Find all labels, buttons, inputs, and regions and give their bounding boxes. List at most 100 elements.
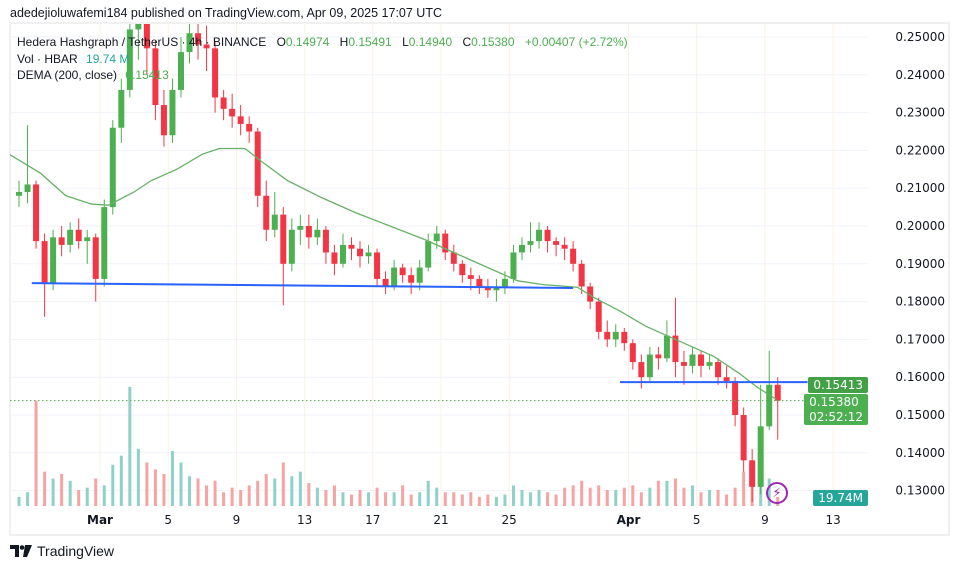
footer: TradingView — [10, 543, 114, 559]
candle-body — [527, 241, 534, 245]
volume-bar — [520, 489, 524, 506]
symbol-title[interactable]: Hedera Hashgraph / TetherUS · 4h · BINAN… — [17, 35, 267, 49]
volume-bar — [188, 476, 192, 506]
volume-bar — [213, 480, 217, 506]
volume-bar — [77, 489, 81, 506]
candle-body — [382, 278, 389, 287]
volume-bar — [435, 487, 439, 506]
volume-bar — [256, 480, 260, 506]
volume-bar — [51, 478, 55, 506]
candle-body — [680, 362, 687, 366]
time-tick-label: Mar — [87, 513, 113, 527]
volume-bar — [367, 492, 371, 506]
volume-bar — [426, 480, 430, 506]
candle-body — [433, 233, 440, 242]
candle-body — [715, 362, 722, 378]
volume-bar — [665, 480, 669, 506]
low-value: 0.14940 — [408, 35, 453, 49]
candle-body — [646, 354, 653, 378]
last-price-tag: 0.15380 02:52:12 — [804, 394, 868, 425]
volume-bar — [656, 480, 660, 506]
volume-bar — [673, 478, 677, 506]
time-axis[interactable]: Mar 5 9 13 17 21 25 Apr 5 9 13 — [87, 513, 841, 527]
candle-body — [663, 335, 670, 359]
volume-bar — [588, 487, 592, 506]
price-tick-label: 0.23000 — [895, 106, 945, 120]
volume-bar — [716, 489, 720, 506]
candle-body — [442, 233, 449, 253]
price-tick-label: 0.15000 — [895, 408, 945, 422]
volume-bar — [247, 485, 251, 506]
volume-label[interactable]: Vol · HBAR — [17, 51, 78, 66]
support-line — [31, 282, 574, 289]
volume-bar — [128, 386, 132, 506]
time-tick-label: 9 — [233, 513, 241, 527]
volume-bar — [349, 494, 353, 506]
candle-body — [774, 384, 781, 401]
volume-bar — [460, 494, 464, 506]
volume-bar — [196, 478, 200, 506]
volume-bar — [222, 492, 226, 506]
candle-body — [348, 244, 355, 249]
dema-label[interactable]: DEMA (200, close) — [17, 68, 118, 82]
open-value: 0.14974 — [285, 35, 330, 49]
volume-bar — [324, 489, 328, 506]
volume-bar — [307, 483, 311, 506]
candle-body — [84, 237, 91, 242]
candle-body — [484, 286, 491, 291]
volume-bar — [375, 487, 379, 506]
volume-bar — [742, 471, 746, 506]
last-price: 0.15380 — [809, 395, 859, 409]
candle-body — [288, 229, 295, 264]
volume-bar — [94, 478, 98, 506]
volume-bar — [85, 487, 89, 506]
candle-body — [237, 116, 244, 124]
candle-body — [75, 229, 82, 242]
low-label: L — [402, 35, 409, 49]
volume-bar — [43, 471, 47, 506]
candle-body — [305, 226, 312, 238]
candle-body — [570, 248, 577, 264]
volume-bar — [273, 478, 277, 506]
volume-bar — [708, 489, 712, 506]
time-tick-label: 9 — [761, 513, 769, 527]
candle-body — [271, 214, 278, 230]
volume-bar — [443, 492, 447, 506]
candle-body — [425, 241, 432, 268]
volume-bar — [341, 492, 345, 506]
candle-body — [578, 263, 585, 287]
candle-body — [698, 354, 705, 366]
volume-bar — [503, 494, 507, 506]
volume-bar — [290, 476, 294, 506]
price-tick-label: 0.14000 — [895, 446, 945, 460]
volume-bar — [452, 492, 456, 506]
candle-body — [638, 362, 645, 378]
published-caption: adedejioluwafemi184 published on Trading… — [10, 6, 442, 20]
lightning-icon[interactable]: ⚡︎ — [766, 482, 788, 504]
candle-body — [322, 229, 329, 253]
close-label: C — [462, 35, 472, 49]
price-tick-label: 0.13000 — [895, 484, 945, 498]
volume-bar — [554, 494, 558, 506]
price-axis[interactable]: 0.25000 0.24000 0.23000 0.22000 0.21000 0.200… — [895, 30, 945, 498]
volume-bar — [486, 494, 490, 506]
candle-body — [229, 108, 236, 117]
candle-body — [476, 278, 483, 287]
candle-body — [365, 252, 372, 257]
volume-bar — [315, 487, 319, 506]
volume-bar — [170, 451, 174, 506]
volume-bar — [60, 473, 64, 506]
volume-bar — [358, 489, 362, 506]
chart-frame — [9, 22, 950, 536]
volume-bar — [17, 496, 21, 506]
candle-body — [314, 229, 321, 238]
volume-bar — [537, 489, 541, 506]
chart-legend: Hedera Hashgraph / TetherUS · 4h · BINAN… — [17, 34, 628, 84]
volume-bar — [205, 485, 209, 506]
candle-body — [374, 252, 381, 279]
price-tick-label: 0.25000 — [895, 30, 945, 44]
candle-body — [177, 52, 184, 90]
candle-body — [212, 48, 219, 98]
candle-body — [246, 123, 253, 132]
